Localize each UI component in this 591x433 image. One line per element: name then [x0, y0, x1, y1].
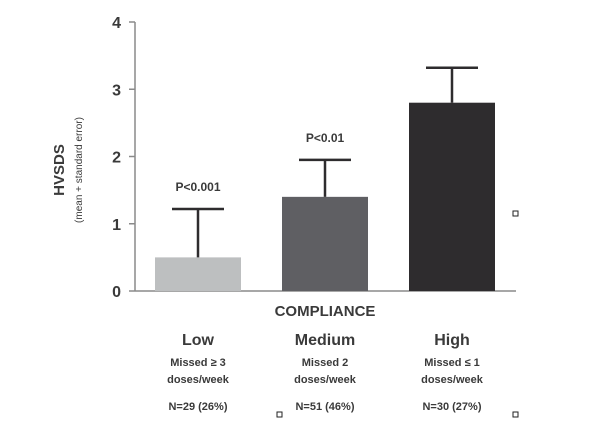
p-value-label: P<0.001: [175, 180, 220, 194]
bar-low: [155, 257, 241, 291]
labels: HVSDS (mean + standard error) P<0.001 P<0.0…: [51, 117, 484, 413]
selection-handle[interactable]: [512, 411, 519, 418]
y-tick-label: 4: [112, 15, 121, 32]
category-label: High: [434, 332, 470, 349]
category-n: N=51 (46%): [295, 401, 354, 413]
category-label: Low: [182, 332, 215, 349]
y-axis-sublabel: (mean + standard error): [74, 117, 85, 223]
y-tick-label: 3: [112, 82, 121, 99]
category-detail: doses/week: [294, 374, 357, 386]
y-tick-label: 2: [112, 150, 121, 167]
p-value-label: P<0.01: [306, 131, 345, 145]
category-detail: Missed ≤ 1: [424, 357, 480, 369]
bar-medium: [282, 196, 368, 291]
y-axis-label: HVSDS: [51, 144, 68, 196]
category-detail: doses/week: [421, 374, 484, 386]
y-tick-label: 0: [112, 284, 121, 301]
bars: [155, 66, 495, 291]
category-n: N=29 (26%): [168, 401, 227, 413]
x-axis-title: COMPLIANCE: [275, 303, 376, 320]
category-label: Medium: [295, 332, 355, 349]
category-detail: Missed 2: [302, 357, 348, 369]
category-detail: doses/week: [167, 374, 230, 386]
bar-high: [409, 102, 495, 291]
y-tick-label: 1: [112, 217, 121, 234]
category-n: N=30 (27%): [422, 401, 481, 413]
selection-handle[interactable]: [276, 411, 283, 418]
category-detail: Missed ≥ 3: [170, 357, 226, 369]
selection-handle[interactable]: [512, 210, 519, 217]
